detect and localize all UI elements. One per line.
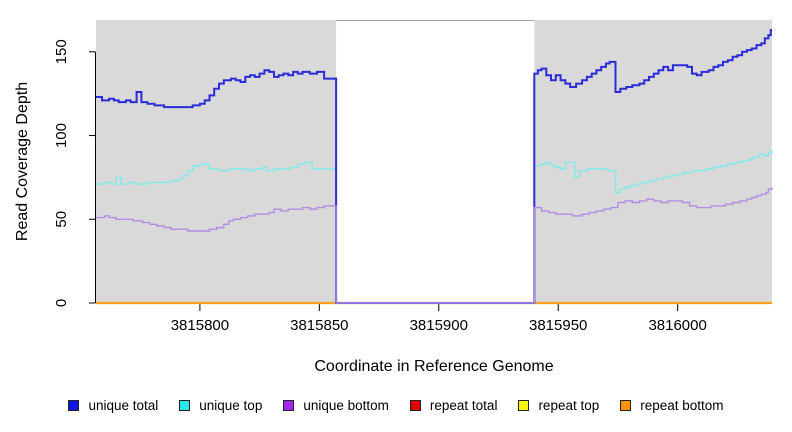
y-tick-label: 150 xyxy=(53,39,70,64)
legend-item-unique-total: unique total xyxy=(68,398,158,413)
y-tick-label: 100 xyxy=(53,123,70,148)
x-tick-label: 3815900 xyxy=(410,317,468,334)
legend-item-repeat-total: repeat total xyxy=(409,398,498,413)
y-tick-label: 0 xyxy=(53,299,70,307)
legend-swatch-repeat-top xyxy=(518,400,530,411)
legend-label: repeat bottom xyxy=(640,398,724,413)
legend-item-repeat-bottom: repeat bottom xyxy=(620,398,724,413)
legend-item-unique-bottom: unique bottom xyxy=(283,398,389,413)
legend-swatch-unique-top xyxy=(179,400,191,411)
series-unique-total xyxy=(96,29,772,304)
legend-item-repeat-top: repeat top xyxy=(518,398,599,413)
x-tick-label: 3815850 xyxy=(290,317,348,334)
x-tick-label: 3816000 xyxy=(648,317,706,334)
legend-swatch-repeat-total xyxy=(409,400,421,411)
legend-item-unique-top: unique top xyxy=(179,398,262,413)
x-tick-label: 3815950 xyxy=(529,317,587,334)
legend-label: repeat top xyxy=(538,398,600,413)
x-axis-title: Coordinate in Reference Genome xyxy=(314,358,553,375)
legend-label: repeat total xyxy=(429,398,498,413)
legend-swatch-repeat-bottom xyxy=(620,400,632,411)
x-tick-label: 3815800 xyxy=(171,317,229,334)
legend-label: unique bottom xyxy=(303,398,389,413)
series-unique-bottom xyxy=(96,187,773,304)
legend-swatch-unique-bottom xyxy=(283,400,295,411)
legend-swatch-unique-total xyxy=(68,400,80,411)
gap-region xyxy=(336,20,535,303)
legend-label: unique top xyxy=(199,398,263,413)
series-unique-top xyxy=(96,150,773,304)
y-axis-title: Read Coverage Depth xyxy=(14,82,31,241)
chart-legend: unique total unique top unique bottom repea… xyxy=(0,398,792,413)
legend-label: unique total xyxy=(88,398,159,413)
y-tick-label: 50 xyxy=(53,211,70,228)
